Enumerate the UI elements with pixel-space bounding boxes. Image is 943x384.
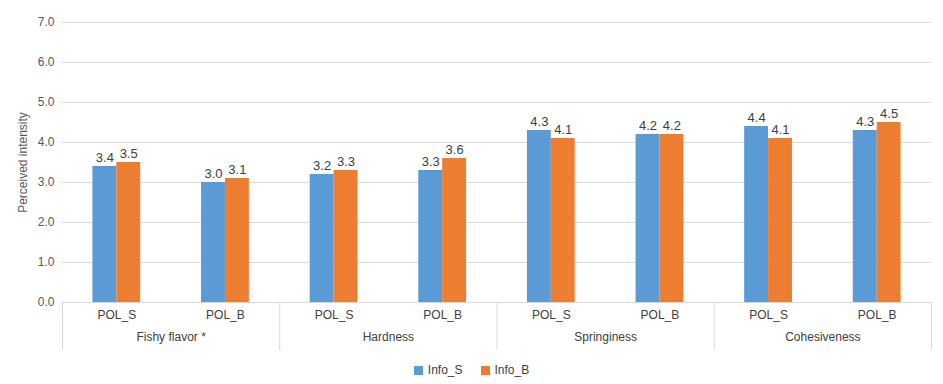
svg-text:3.6: 3.6 <box>446 142 464 157</box>
svg-text:Perceived intensity: Perceived intensity <box>16 112 30 213</box>
svg-text:4.0: 4.0 <box>38 135 55 149</box>
svg-text:3.0: 3.0 <box>38 175 55 189</box>
svg-text:POL_B: POL_B <box>206 308 245 322</box>
svg-text:POL_S: POL_S <box>749 308 788 322</box>
svg-text:3.5: 3.5 <box>120 146 138 161</box>
svg-text:5.0: 5.0 <box>38 95 55 109</box>
svg-text:4.1: 4.1 <box>554 122 572 137</box>
svg-text:3.0: 3.0 <box>204 166 222 181</box>
svg-text:Cohesiveness: Cohesiveness <box>785 330 860 344</box>
svg-text:4.3: 4.3 <box>530 114 548 129</box>
svg-text:4.4: 4.4 <box>748 110 766 125</box>
svg-text:2.0: 2.0 <box>38 215 55 229</box>
svg-text:Fishy flavor *: Fishy flavor * <box>136 330 206 344</box>
svg-text:3.2: 3.2 <box>313 158 331 173</box>
svg-text:0.0: 0.0 <box>38 295 55 309</box>
svg-text:3.1: 3.1 <box>228 162 246 177</box>
svg-text:4.2: 4.2 <box>639 118 657 133</box>
svg-text:POL_B: POL_B <box>641 308 680 322</box>
html-text:Info_B: Info_B <box>494 363 530 377</box>
svg-text:Springiness: Springiness <box>574 330 637 344</box>
svg-text:POL_S: POL_S <box>97 308 136 322</box>
svg-text:4.5: 4.5 <box>880 106 898 121</box>
svg-text:6.0: 6.0 <box>38 55 55 69</box>
svg-text:3.3: 3.3 <box>422 154 440 169</box>
svg-text:4.1: 4.1 <box>771 122 789 137</box>
svg-text:POL_S: POL_S <box>532 308 571 322</box>
svg-text:3.3: 3.3 <box>337 154 355 169</box>
html-text:Info_S: Info_S <box>427 363 463 377</box>
svg-text:4.2: 4.2 <box>663 118 681 133</box>
svg-text:4.3: 4.3 <box>856 114 874 129</box>
svg-text:POL_S: POL_S <box>315 308 354 322</box>
svg-text:POL_B: POL_B <box>423 308 462 322</box>
svg-text:Hardness: Hardness <box>363 330 414 344</box>
svg-text:POL_B: POL_B <box>858 308 897 322</box>
svg-text:1.0: 1.0 <box>38 255 55 269</box>
svg-text:3.4: 3.4 <box>96 150 114 165</box>
svg-text:7.0: 7.0 <box>38 15 55 29</box>
